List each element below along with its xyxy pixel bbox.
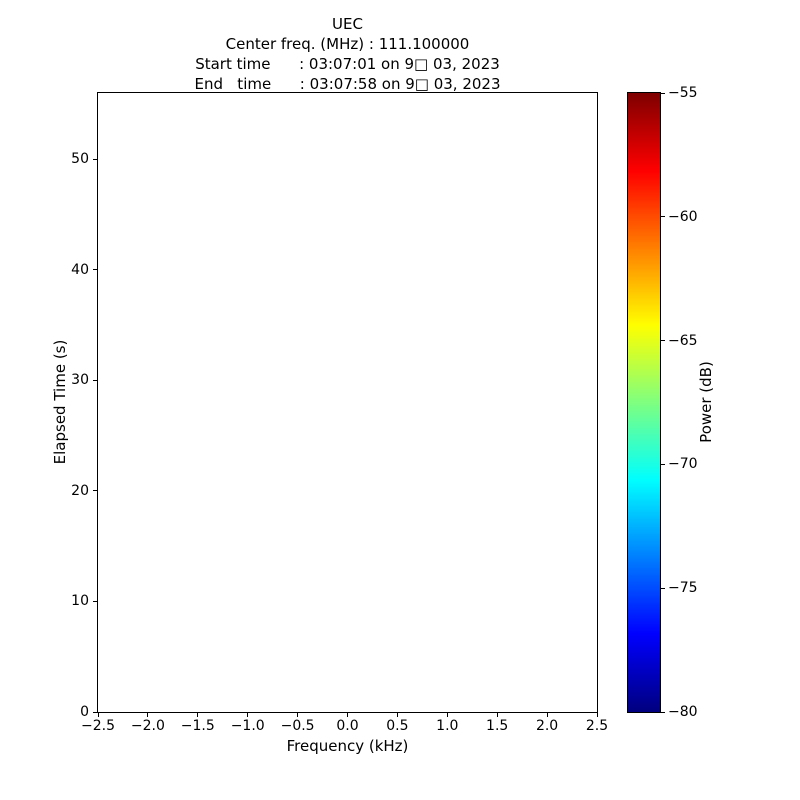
x-tick-label: −1.0 (230, 718, 265, 734)
colorbar-tick (661, 587, 665, 589)
y-tick (93, 269, 97, 271)
y-tick (93, 600, 97, 602)
plot-border (97, 92, 598, 713)
plot-title: UEC (332, 15, 363, 33)
colorbar-tick-label: −55 (668, 85, 698, 101)
x-axis-label: Frequency (kHz) (286, 737, 409, 755)
y-tick-label: 30 (71, 372, 89, 389)
y-tick (93, 490, 97, 492)
x-tick (97, 713, 99, 717)
x-tick (396, 713, 398, 717)
x-tick (347, 713, 348, 717)
colorbar-tick-label: −65 (668, 332, 698, 349)
y-tick-label: 50 (71, 151, 89, 168)
x-tick (496, 713, 498, 717)
start-time-line: Start time : 03:07:01 on 9□ 03, 2023 (195, 55, 500, 73)
colorbar-gradient (628, 93, 660, 712)
colorbar-tick-label: −75 (668, 580, 698, 597)
x-tick-label: 1.0 (436, 718, 459, 734)
center-freq-line: Center freq. (MHz) : 111.100000 (225, 35, 470, 53)
x-tick (197, 713, 199, 717)
x-tick-label: −0.5 (280, 718, 315, 734)
y-tick-label: 40 (71, 261, 89, 278)
y-tick-label: 20 (71, 482, 89, 499)
x-tick (297, 713, 299, 717)
colorbar-tick-label: −70 (668, 456, 698, 473)
colorbar-tick (661, 92, 665, 94)
colorbar-tick-label: −80 (668, 704, 698, 720)
colorbar-border (627, 92, 661, 713)
x-tick (446, 713, 448, 717)
y-tick-label: 10 (71, 593, 89, 610)
colorbar-tick-label: −60 (668, 208, 698, 225)
y-axis-label: Elapsed Time (s) (51, 339, 69, 465)
x-tick (596, 713, 598, 717)
x-tick-label: 2.0 (535, 718, 559, 734)
colorbar-tick (661, 216, 665, 218)
colorbar-label: Power (dB) (697, 361, 715, 443)
colorbar-tick (661, 340, 665, 342)
x-tick-label: −2.0 (130, 718, 165, 734)
x-tick-label: 0.5 (386, 718, 409, 734)
x-tick (247, 713, 249, 717)
x-tick-label: 1.5 (486, 718, 509, 734)
colorbar-tick (661, 711, 665, 713)
y-tick-label: 0 (80, 704, 89, 720)
x-tick-label: 2.5 (585, 718, 609, 734)
x-tick-label: 0.0 (336, 718, 359, 734)
y-tick (93, 158, 97, 160)
x-tick-label: −2.5 (81, 718, 115, 734)
y-tick (93, 379, 97, 381)
end-time-line: End time : 03:07:58 on 9□ 03, 2023 (194, 75, 501, 93)
x-tick (546, 713, 548, 717)
y-tick (93, 711, 97, 713)
colorbar-tick (661, 463, 665, 465)
title-block: UEC Center freq. (MHz) : 111.100000 Star… (98, 14, 597, 94)
x-tick-label: −1.5 (180, 718, 215, 734)
x-tick (147, 713, 149, 717)
